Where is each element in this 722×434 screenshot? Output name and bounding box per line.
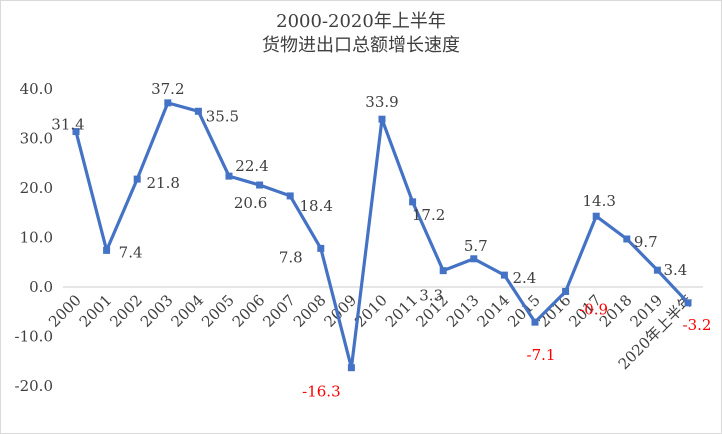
x-axis-tick-label: 2006 xyxy=(229,291,269,331)
data-point-label: 22.4 xyxy=(235,157,268,175)
y-axis-tick-label: -10.0 xyxy=(15,328,53,346)
data-point-marker xyxy=(500,271,508,279)
data-point-marker xyxy=(531,318,539,326)
series-line xyxy=(74,101,690,370)
y-axis-tick-label: 30.0 xyxy=(20,130,53,148)
y-axis-tick-label: 20.0 xyxy=(20,179,53,197)
y-axis-tick-label: 0.0 xyxy=(29,278,53,296)
data-point-marker xyxy=(72,128,80,136)
data-point-marker xyxy=(378,115,386,123)
x-axis-tick-label: 2001 xyxy=(76,291,116,331)
data-point-label: 17.2 xyxy=(412,206,445,224)
data-point-label: -3.2 xyxy=(683,316,712,334)
data-point-marker xyxy=(562,287,570,295)
data-point-marker xyxy=(133,175,141,183)
data-point-marker xyxy=(164,99,172,107)
data-point-marker xyxy=(592,212,600,220)
data-point-marker xyxy=(225,172,233,180)
data-point-marker xyxy=(623,235,631,243)
data-point-label: 5.7 xyxy=(464,237,488,255)
data-point-marker xyxy=(684,299,692,307)
x-axis-tick-label: 2007 xyxy=(259,291,299,331)
data-point-marker xyxy=(347,364,355,372)
data-point-label: 18.4 xyxy=(299,197,332,215)
chart-title-line2: 货物进出口总额增长速度 xyxy=(262,35,460,57)
data-point-label: 20.6 xyxy=(234,194,267,212)
data-point-marker xyxy=(194,107,202,115)
data-point-label: 37.2 xyxy=(151,80,184,98)
data-point-label: -7.1 xyxy=(527,346,556,364)
data-point-marker xyxy=(409,198,417,206)
x-axis-tick-label: 2014 xyxy=(473,291,513,331)
x-axis-tick-label: 2016 xyxy=(535,291,575,331)
x-axis-tick-label: 2000 xyxy=(45,291,85,331)
data-point-marker xyxy=(317,244,325,252)
chart-title: 2000-2020年上半年 货物进出口总额增长速度 xyxy=(1,10,721,59)
x-axis-tick-label: 2008 xyxy=(290,291,330,331)
data-point-marker xyxy=(103,246,111,254)
x-axis-tick-label: 2011 xyxy=(382,291,422,331)
x-axis-tick-label: 2013 xyxy=(443,291,483,331)
data-point-label: 2.4 xyxy=(512,269,536,287)
data-point-label: 7.4 xyxy=(119,243,143,261)
data-point-label: 3.3 xyxy=(419,287,443,305)
y-axis-tick-label: 10.0 xyxy=(20,229,53,247)
data-point-label: 21.8 xyxy=(146,174,179,192)
x-axis-tick-label: 2004 xyxy=(167,291,207,331)
data-point-label: 3.4 xyxy=(663,261,687,279)
data-point-label: 33.9 xyxy=(365,93,398,111)
data-point-marker xyxy=(653,266,661,274)
data-point-marker xyxy=(286,192,294,200)
y-axis-tick-label: 40.0 xyxy=(20,80,53,98)
x-axis-tick-label: 2002 xyxy=(106,291,146,331)
y-axis-tick-label: -20.0 xyxy=(15,377,53,395)
data-point-marker xyxy=(470,255,478,263)
data-point-label: 14.3 xyxy=(582,192,615,210)
data-point-label: -16.3 xyxy=(302,383,340,401)
data-point-marker xyxy=(439,267,447,275)
data-point-marker xyxy=(256,181,264,189)
x-axis-tick-label: 2005 xyxy=(198,291,238,331)
x-axis-tick-label: 2003 xyxy=(137,291,177,331)
data-point-label: 35.5 xyxy=(206,107,239,125)
data-point-label: 31.4 xyxy=(51,116,84,134)
chart-title-line1: 2000-2020年上半年 xyxy=(276,11,446,32)
data-point-label: -0.9 xyxy=(579,300,608,318)
data-point-label: 7.8 xyxy=(279,248,303,266)
data-point-label: 9.7 xyxy=(634,233,658,251)
